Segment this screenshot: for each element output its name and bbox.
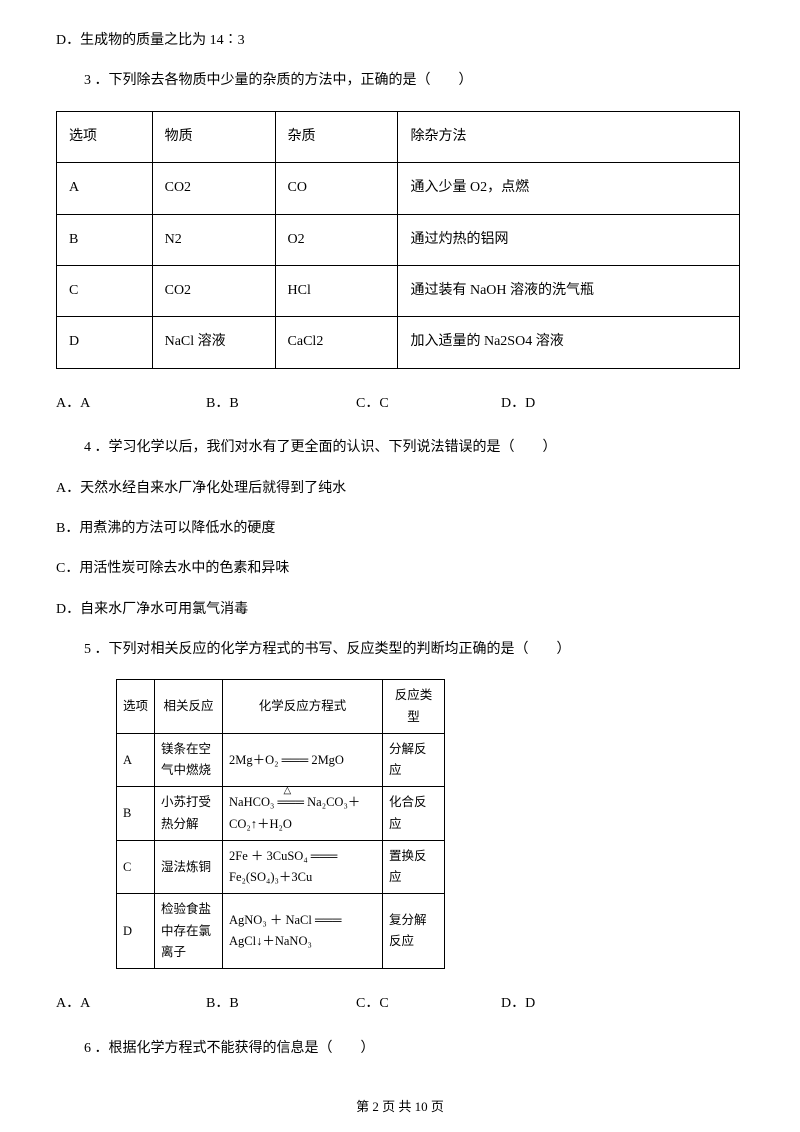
cell: 通入少量 O2，点燃 — [398, 163, 740, 214]
table-row: 选项 物质 杂质 除杂方法 — [57, 111, 740, 162]
option-d-text: D．生成物的质量之比为 14∶3 — [56, 30, 740, 52]
cell: D — [57, 317, 153, 368]
cell-header: 物质 — [152, 111, 275, 162]
cell: 置换反应 — [383, 840, 445, 894]
cell: B — [117, 787, 155, 841]
cell: 2Fe ＋ 3CuSO₄ ═══Fe₂(SO₄)₃＋3Cu — [223, 840, 383, 894]
cell: 小苏打受热分解 — [155, 787, 223, 841]
answer-options-3: A．A B．B C．C D．D — [56, 393, 740, 415]
question-5: 5 ．下列对相关反应的化学方程式的书写、反应类型的判断均正确的是（ ） — [56, 639, 740, 661]
table-row: D NaCl 溶液 CaCl2 加入适量的 Na2SO4 溶液 — [57, 317, 740, 368]
cell: 加入适量的 Na2SO4 溶液 — [398, 317, 740, 368]
cell: 复分解反应 — [383, 894, 445, 969]
cell: AgNO₃ ＋ NaCl ═══AgCl↓＋NaNO₃ — [223, 894, 383, 969]
cell: CO — [275, 163, 398, 214]
table-row: A CO2 CO 通入少量 O2，点燃 — [57, 163, 740, 214]
cell: 2Mg＋O₂ ═══ 2MgO — [223, 733, 383, 787]
cell-header: 杂质 — [275, 111, 398, 162]
question-4: 4 ．学习化学以后，我们对水有了更全面的认识、下列说法错误的是（ ） — [56, 437, 740, 459]
cell: 检验食盐中存在氯离子 — [155, 894, 223, 969]
cell: CO2 — [152, 163, 275, 214]
cell: HCl — [275, 265, 398, 316]
page-footer: 第 2 页 共 10 页 — [0, 1097, 800, 1118]
cell-header: 化学反应方程式 — [223, 680, 383, 734]
table-row: 选项 相关反应 化学反应方程式 反应类型 — [117, 680, 445, 734]
table-row: A 镁条在空气中燃烧 2Mg＋O₂ ═══ 2MgO 分解反应 — [117, 733, 445, 787]
cell-header: 反应类型 — [383, 680, 445, 734]
table-question-3: 选项 物质 杂质 除杂方法 A CO2 CO 通入少量 O2，点燃 B N2 O… — [56, 111, 740, 369]
cell: C — [57, 265, 153, 316]
option-b: B．B — [206, 993, 356, 1015]
q4-option-d: D．自来水厂净水可用氯气消毒 — [56, 599, 740, 621]
table-row: B 小苏打受热分解 NaHCO₃ △═══ Na₂CO₃＋CO₂↑＋H₂O 化合… — [117, 787, 445, 841]
table-row: D 检验食盐中存在氯离子 AgNO₃ ＋ NaCl ═══AgCl↓＋NaNO₃… — [117, 894, 445, 969]
question-3: 3 ．下列除去各物质中少量的杂质的方法中，正确的是（ ） — [56, 70, 740, 92]
question-6: 6 ．根据化学方程式不能获得的信息是（ ） — [56, 1038, 740, 1060]
cell: D — [117, 894, 155, 969]
q4-option-a: A．天然水经自来水厂净化处理后就得到了纯水 — [56, 478, 740, 500]
q4-option-b: B．用煮沸的方法可以降低水的硬度 — [56, 518, 740, 540]
cell-header: 除杂方法 — [398, 111, 740, 162]
answer-options-5: A．A B．B C．C D．D — [56, 993, 740, 1015]
table-row: B N2 O2 通过灼热的铝网 — [57, 214, 740, 265]
cell: NaHCO₃ △═══ Na₂CO₃＋CO₂↑＋H₂O — [223, 787, 383, 841]
cell: NaCl 溶液 — [152, 317, 275, 368]
table-question-5: 选项 相关反应 化学反应方程式 反应类型 A 镁条在空气中燃烧 2Mg＋O₂ ═… — [116, 679, 445, 969]
option-c: C．C — [356, 393, 501, 415]
option-c: C．C — [356, 993, 501, 1015]
cell: CO2 — [152, 265, 275, 316]
table-row: C CO2 HCl 通过装有 NaOH 溶液的洗气瓶 — [57, 265, 740, 316]
table-row: C 湿法炼铜 2Fe ＋ 3CuSO₄ ═══Fe₂(SO₄)₃＋3Cu 置换反… — [117, 840, 445, 894]
cell-header: 选项 — [57, 111, 153, 162]
cell: A — [57, 163, 153, 214]
cell: C — [117, 840, 155, 894]
cell-header: 选项 — [117, 680, 155, 734]
cell: 湿法炼铜 — [155, 840, 223, 894]
option-b: B．B — [206, 393, 356, 415]
cell-header: 相关反应 — [155, 680, 223, 734]
option-d: D．D — [501, 393, 535, 415]
option-a: A．A — [56, 393, 206, 415]
cell: A — [117, 733, 155, 787]
cell: O2 — [275, 214, 398, 265]
option-d: D．D — [501, 993, 535, 1015]
q4-option-c: C．用活性炭可除去水中的色素和异味 — [56, 558, 740, 580]
cell: 化合反应 — [383, 787, 445, 841]
cell: B — [57, 214, 153, 265]
option-a: A．A — [56, 993, 206, 1015]
cell: 分解反应 — [383, 733, 445, 787]
cell: CaCl2 — [275, 317, 398, 368]
cell: 通过装有 NaOH 溶液的洗气瓶 — [398, 265, 740, 316]
cell: N2 — [152, 214, 275, 265]
cell: 镁条在空气中燃烧 — [155, 733, 223, 787]
cell: 通过灼热的铝网 — [398, 214, 740, 265]
